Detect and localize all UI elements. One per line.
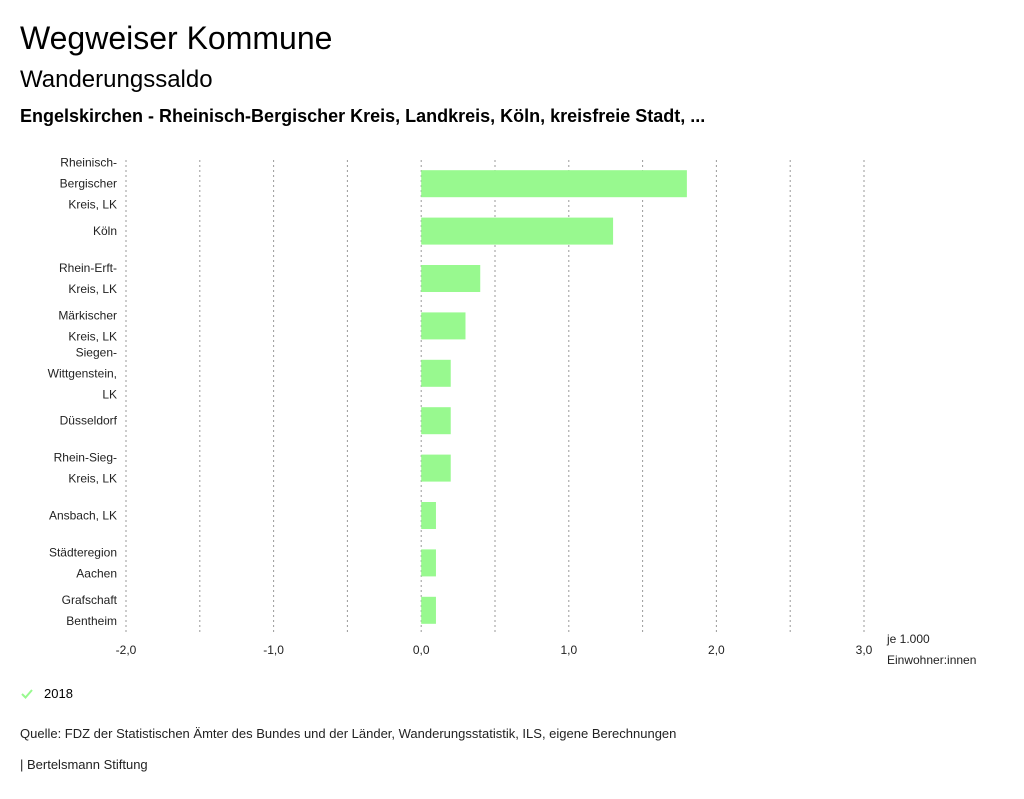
category-label: Städteregion (49, 545, 117, 559)
brand-footer: | Bertelsmann Stiftung (20, 757, 148, 772)
legend-item-2018[interactable]: 2018 (20, 686, 73, 701)
category-label: Kreis, LK (68, 198, 117, 212)
bar (421, 454, 451, 482)
category-label: Rheinisch- (60, 156, 117, 170)
category-label: Aachen (76, 566, 117, 580)
bar (421, 596, 436, 624)
category-label: LK (102, 387, 117, 401)
legend-label: 2018 (44, 686, 73, 701)
bar (421, 359, 451, 387)
x-axis-unit-label: Einwohner:innen (887, 653, 976, 667)
bar-chart: -2,0 -1,0 0,0 1,0 2,0 3,0 je 1.000 Einwohner:in… (48, 156, 977, 667)
region-selection-label: Engelskirchen - Rheinisch-Bergischer Kre… (20, 106, 706, 126)
category-label: Wittgenstein, (48, 366, 117, 380)
x-tick-label: 0,0 (413, 643, 430, 657)
category-label: Grafschaft (62, 593, 118, 607)
bar (421, 549, 436, 577)
category-label: Kreis, LK (68, 329, 117, 343)
bar (421, 502, 436, 529)
category-label: Kreis, LK (68, 282, 117, 296)
bar (421, 265, 481, 292)
category-label: Rhein-Erft- (59, 261, 117, 275)
category-label: Siegen- (76, 345, 117, 359)
x-tick-label: 1,0 (560, 643, 577, 657)
category-label: Köln (93, 224, 117, 238)
bar (421, 312, 466, 340)
bar (421, 170, 687, 198)
x-tick-label: -1,0 (263, 643, 284, 657)
page-title: Wegweiser Kommune (20, 20, 333, 56)
check-icon (21, 688, 33, 699)
bar (421, 217, 614, 245)
category-label: Kreis, LK (68, 472, 117, 486)
category-label: Ansbach, LK (49, 509, 117, 523)
x-tick-label: 2,0 (708, 643, 725, 657)
category-label: Rhein-Sieg- (54, 451, 117, 465)
chart-subtitle: Wanderungssaldo (20, 66, 213, 93)
x-tick-label: 3,0 (856, 643, 873, 657)
x-tick-label: -2,0 (116, 643, 137, 657)
bar (421, 407, 451, 435)
category-label: Bentheim (66, 614, 117, 628)
category-label: Bergischer (60, 177, 117, 191)
category-label: Märkischer (58, 308, 117, 322)
category-label: Düsseldorf (60, 414, 118, 428)
source-note: Quelle: FDZ der Statistischen Ämter des … (20, 726, 677, 741)
x-axis-unit-label: je 1.000 (886, 632, 930, 646)
